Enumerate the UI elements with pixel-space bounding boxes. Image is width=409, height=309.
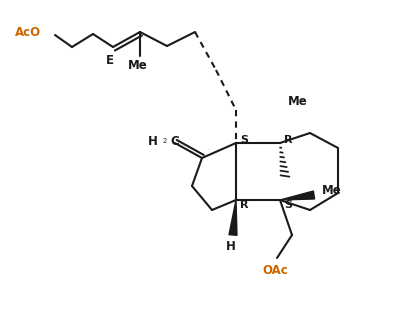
Text: Me: Me xyxy=(128,58,148,71)
Text: Me: Me xyxy=(288,95,308,108)
Text: S: S xyxy=(284,200,292,210)
Text: Me: Me xyxy=(322,184,342,197)
Text: $_2$: $_2$ xyxy=(162,136,168,146)
Text: C: C xyxy=(170,134,179,147)
Text: AcO: AcO xyxy=(15,26,41,39)
Text: R: R xyxy=(240,200,249,210)
Text: S: S xyxy=(240,135,248,145)
Text: OAc: OAc xyxy=(262,264,288,277)
Polygon shape xyxy=(229,200,237,235)
Text: H: H xyxy=(226,240,236,253)
Text: R: R xyxy=(284,135,292,145)
Text: E: E xyxy=(106,53,114,66)
Text: H: H xyxy=(148,134,158,147)
Polygon shape xyxy=(280,191,315,200)
